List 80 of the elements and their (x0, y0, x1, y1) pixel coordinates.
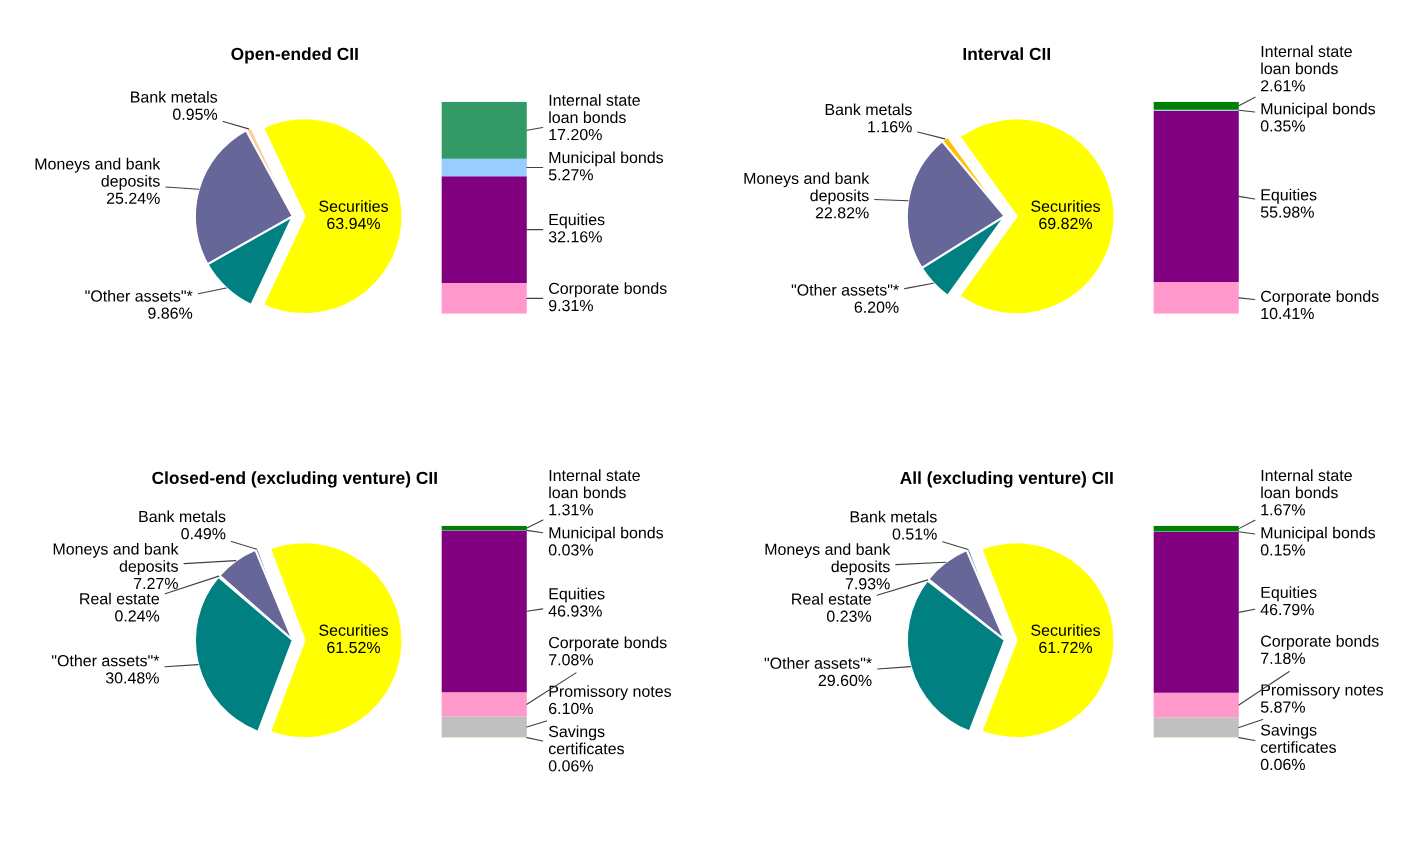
series-label: Equities (1261, 586, 1317, 602)
data-label: 0.24% (115, 610, 160, 622)
series-label: Equities (1261, 188, 1317, 204)
slice-label: Moneys and bank deposits (765, 543, 891, 576)
data-label: 0.15% (1260, 544, 1305, 556)
series-label: Municipal bonds (1261, 102, 1376, 118)
slice-label: Moneys and bank deposits (35, 157, 161, 190)
data-label: 46.79% (1260, 603, 1314, 616)
slice-label: "Other assets"* (52, 654, 160, 667)
series-label: Corporate bonds (549, 282, 667, 298)
data-label: 7.08% (549, 654, 593, 666)
text: Internal state loan bonds (1261, 45, 1352, 75)
slice-label: "Other assets"* (85, 289, 193, 302)
data-label: 0.49% (181, 528, 226, 540)
slice-label: Securities (1031, 200, 1100, 212)
slice-label: Real estate (80, 592, 160, 605)
slice-label: Securities (319, 200, 388, 212)
data-label: 61.72% (1039, 641, 1093, 654)
data-label: 22.82% (815, 207, 869, 219)
data-label: 25.24% (106, 192, 160, 204)
slice-label: Bank metals (131, 90, 218, 103)
data-label: 6.10% (549, 702, 593, 715)
chart-title: Closed-end (excluding venture) CII (152, 471, 437, 488)
text: Corporate bonds (549, 636, 667, 652)
slice-label: "Other assets"* (791, 283, 899, 296)
series-label: Savings certificates (548, 725, 624, 755)
data-label: 46.93% (548, 605, 602, 617)
series-label: Promissory notes (1261, 683, 1384, 699)
text: Corporate bonds (1261, 635, 1379, 650)
data-label: 0.23% (826, 610, 872, 622)
data-label: 55.98% (1260, 206, 1314, 218)
slice-label: Real estate (792, 592, 871, 605)
data-label: 0.95% (173, 108, 218, 120)
data-label: 61.52% (327, 641, 381, 654)
slice-label: Bank metals (850, 510, 937, 523)
slice-label: "Other assets"* (764, 657, 872, 669)
data-label: 7.93% (845, 578, 890, 590)
series-label: Internal state loan bonds (549, 94, 640, 124)
data-label: 17.20% (549, 128, 602, 141)
chart-title: Interval CII (963, 47, 1050, 61)
data-label: 0.35% (1260, 120, 1305, 132)
data-label: 63.94% (327, 217, 381, 230)
slice-label: Bank metals (825, 103, 912, 116)
data-label: 30.48% (105, 672, 159, 684)
series-label: Municipal bonds (549, 151, 664, 167)
data-label: 1.16% (868, 121, 912, 133)
data-label: 29.60% (818, 674, 872, 687)
series-label: Municipal bonds (1261, 526, 1376, 542)
data-label: 32.16% (548, 231, 602, 243)
data-label: 6.20% (854, 301, 899, 313)
series-label: Savings certificates (1260, 723, 1336, 753)
data-label: 0.06% (548, 760, 593, 772)
slice-label: Moneys and bank deposits (744, 172, 870, 205)
data-label: 5.27% (548, 169, 593, 181)
chart-title: Open-ended CII (231, 47, 358, 64)
chart-title: All (excluding venture) CII (900, 471, 1113, 488)
slice-label: Bank metals (139, 510, 226, 523)
slice-label: Securities (1031, 624, 1100, 636)
data-label: 0.03% (548, 544, 593, 556)
slice-label: Moneys and bank deposits (53, 542, 179, 576)
data-label: 1.31% (549, 504, 593, 516)
data-label: 0.51% (892, 528, 937, 540)
data-label: 2.61% (1261, 80, 1305, 92)
data-label: 9.31% (548, 299, 593, 312)
series-label: Promissory notes (549, 685, 672, 701)
series-label: Equities (549, 213, 605, 229)
series-label: Municipal bonds (549, 526, 664, 542)
data-label: 5.87% (1260, 701, 1305, 713)
series-label: Equities (549, 587, 605, 603)
data-label: 0.06% (1260, 758, 1305, 771)
slice-label: Securities (319, 624, 388, 636)
data-label: 7.27% (134, 577, 178, 590)
data-label: 1.67% (1261, 504, 1305, 516)
text: Internal state loan bonds (1261, 469, 1352, 499)
series-label: Corporate bonds (1261, 290, 1379, 306)
data-label: 10.41% (1261, 307, 1314, 320)
text: Internal state loan bonds (549, 469, 640, 499)
data-label: 69.82% (1039, 217, 1093, 230)
data-label: 7.18% (1261, 652, 1305, 664)
data-label: 9.86% (148, 307, 193, 319)
